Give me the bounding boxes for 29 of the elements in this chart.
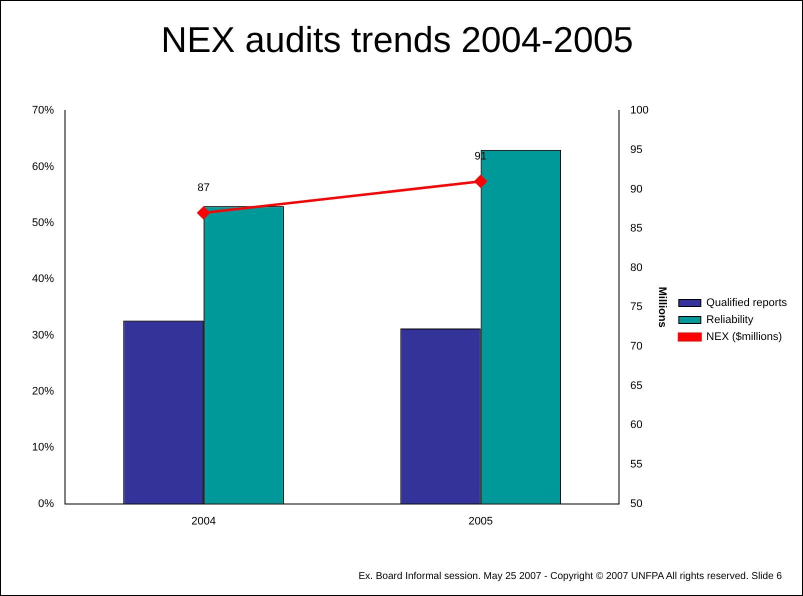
y2-tick-label: 75 xyxy=(630,301,642,314)
x-tick-label: 2005 xyxy=(468,515,493,528)
legend-label: Qualified reports xyxy=(706,297,788,310)
y-tick-label: 10% xyxy=(32,442,54,454)
y2-tick-label: 65 xyxy=(630,380,642,392)
x-tick-label: 2004 xyxy=(191,515,216,528)
legend-label: NEX ($millions) xyxy=(706,331,782,344)
chart-title: NEX audits trends 2004-2005 xyxy=(161,19,634,61)
y2-tick-label: 70 xyxy=(630,340,642,353)
y-tick-label: 60% xyxy=(32,160,54,173)
y-tick-label: 70% xyxy=(32,104,54,117)
y2-tick-label: 90 xyxy=(630,183,642,196)
y2-axis-title: Millions xyxy=(656,286,668,328)
data-label: 87 xyxy=(197,182,210,194)
y-tick-label: 40% xyxy=(32,273,54,286)
y2-tick-label: 100 xyxy=(630,104,649,117)
y-tick-label: 0% xyxy=(38,498,54,510)
legend-label: Reliability xyxy=(706,314,754,326)
y-tick-label: 30% xyxy=(32,329,54,342)
text: Ex. Board Informal session. May 25 2007 - Copyright © 2007 UNFPA All rights reserved. Slide 6 xyxy=(358,571,782,582)
y2-tick-label: 80 xyxy=(630,262,642,274)
y-tick-label: 50% xyxy=(32,216,54,229)
y2-tick-label: 85 xyxy=(630,222,642,235)
y-tick-label: 20% xyxy=(32,385,54,398)
y2-tick-label: 95 xyxy=(630,144,642,156)
y2-tick-label: 50 xyxy=(630,498,642,510)
y2-tick-label: 55 xyxy=(630,458,642,471)
data-label: 91 xyxy=(474,150,487,162)
y2-tick-label: 60 xyxy=(630,419,642,432)
